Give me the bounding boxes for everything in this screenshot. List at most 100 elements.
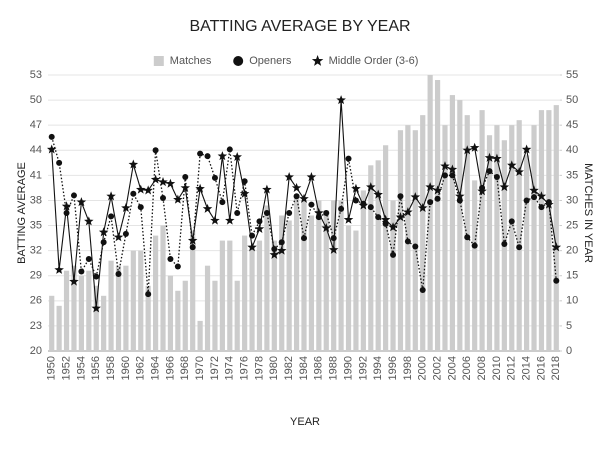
bar bbox=[479, 110, 485, 351]
point bbox=[211, 174, 218, 181]
point bbox=[404, 238, 411, 245]
point bbox=[113, 232, 124, 242]
point bbox=[276, 245, 287, 255]
point bbox=[553, 277, 560, 284]
bar bbox=[227, 240, 233, 351]
bar bbox=[486, 135, 493, 351]
point bbox=[469, 142, 480, 152]
point bbox=[462, 145, 472, 155]
bar bbox=[472, 180, 478, 351]
point bbox=[447, 164, 458, 174]
point bbox=[373, 189, 383, 199]
point bbox=[204, 153, 211, 160]
bar bbox=[323, 210, 329, 351]
y2-tick-label: 0 bbox=[566, 345, 572, 357]
legend: Matches Openers Middle Order (3-6) bbox=[153, 55, 418, 67]
point bbox=[150, 174, 161, 184]
bar bbox=[152, 235, 159, 351]
bar bbox=[412, 130, 418, 351]
bar bbox=[242, 235, 248, 351]
point bbox=[106, 191, 116, 201]
point bbox=[390, 251, 397, 258]
point bbox=[174, 263, 181, 270]
x-tick-label: 1954 bbox=[75, 356, 87, 380]
bar bbox=[63, 270, 70, 351]
point bbox=[516, 244, 523, 251]
bar bbox=[531, 125, 537, 351]
y-tick-label: 32 bbox=[30, 245, 42, 257]
bar bbox=[271, 240, 277, 351]
point bbox=[247, 242, 257, 252]
point bbox=[46, 144, 57, 154]
point bbox=[493, 174, 500, 181]
chart-title: BATTING AVERAGE BY YEAR bbox=[189, 18, 410, 35]
point bbox=[531, 194, 538, 201]
bar bbox=[71, 265, 77, 351]
point bbox=[91, 303, 101, 313]
point bbox=[128, 159, 139, 169]
point bbox=[70, 192, 77, 199]
bar bbox=[368, 165, 374, 351]
bar bbox=[130, 250, 136, 351]
bar bbox=[434, 80, 441, 351]
bar bbox=[427, 75, 433, 351]
point bbox=[352, 197, 359, 204]
bar bbox=[538, 110, 545, 351]
point bbox=[100, 239, 107, 246]
bar bbox=[279, 215, 285, 351]
line bbox=[51, 136, 557, 295]
x-tick-label: 2012 bbox=[506, 356, 518, 380]
y2-tick-label: 10 bbox=[566, 295, 578, 307]
point bbox=[143, 185, 153, 195]
x-tick-label: 1958 bbox=[105, 356, 117, 380]
point bbox=[78, 268, 85, 275]
point bbox=[330, 235, 337, 242]
point bbox=[403, 207, 413, 217]
y-tick-label: 23 bbox=[30, 320, 42, 332]
y-tick-label: 47 bbox=[30, 119, 42, 131]
bar bbox=[204, 265, 211, 351]
y2-tick-label: 35 bbox=[566, 169, 578, 181]
point bbox=[122, 230, 129, 237]
bar bbox=[197, 320, 203, 351]
point bbox=[115, 271, 122, 278]
point bbox=[54, 264, 64, 274]
point bbox=[293, 193, 300, 200]
x-tick-label: 2000 bbox=[417, 356, 429, 380]
y2-tick-label: 5 bbox=[566, 320, 572, 332]
x-tick-label: 1972 bbox=[209, 356, 221, 380]
x-tick-label: 2006 bbox=[461, 356, 473, 380]
x-tick-label: 2014 bbox=[521, 356, 533, 380]
point bbox=[284, 172, 294, 182]
point bbox=[432, 185, 443, 195]
point bbox=[366, 182, 376, 192]
bar bbox=[457, 100, 463, 351]
point bbox=[225, 215, 235, 225]
point bbox=[427, 199, 434, 206]
legend-label: Openers bbox=[249, 55, 292, 67]
point bbox=[514, 167, 524, 177]
bar bbox=[375, 160, 381, 351]
x-tick-label: 1992 bbox=[357, 356, 369, 380]
point bbox=[108, 213, 115, 220]
point bbox=[271, 245, 278, 252]
point bbox=[180, 182, 191, 192]
x-tick-label: 1990 bbox=[342, 356, 354, 380]
point bbox=[158, 177, 168, 187]
x-tick-label: 1998 bbox=[402, 356, 414, 380]
y2-tick-label: 55 bbox=[566, 69, 578, 81]
point bbox=[492, 153, 502, 163]
x-tick-label: 1976 bbox=[239, 356, 251, 380]
point bbox=[189, 244, 196, 251]
point bbox=[486, 168, 493, 175]
point bbox=[484, 152, 495, 162]
point bbox=[234, 210, 241, 216]
point bbox=[121, 202, 131, 213]
point bbox=[152, 147, 159, 154]
x-tick-label: 1968 bbox=[179, 356, 191, 380]
point bbox=[263, 210, 270, 216]
y-tick-label: 35 bbox=[30, 219, 42, 231]
point bbox=[299, 193, 309, 203]
bar bbox=[301, 200, 307, 351]
